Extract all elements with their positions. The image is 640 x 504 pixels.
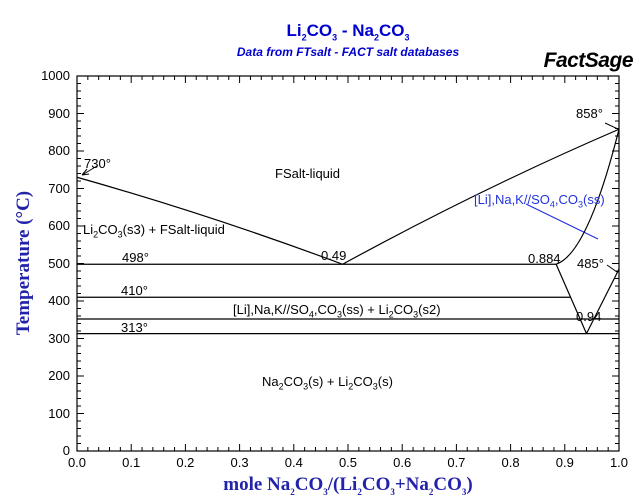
y-tick-label: 300 xyxy=(48,330,70,346)
y-tick-label: 1000 xyxy=(41,68,70,83)
factsage-logo: FactSage xyxy=(543,49,634,72)
x-tick-label: 0.5 xyxy=(338,455,358,470)
label-498: 498° xyxy=(122,250,149,265)
x-tick-label: 0.1 xyxy=(122,455,141,470)
label-0p49: 0.49 xyxy=(321,248,347,263)
label-0p94: 0.94 xyxy=(576,309,602,324)
leader-730-arrow xyxy=(81,165,98,176)
label-485: 485° xyxy=(577,256,604,271)
chart-title: Li2CO3 - Na2CO3 xyxy=(286,21,410,43)
y-tick-label: 400 xyxy=(48,293,70,308)
x-axis-label: mole Na2CO3/(Li2CO3+Na2CO3) xyxy=(223,474,473,497)
label-0p884: 0.884 xyxy=(528,251,561,266)
x-tick-label: 0.9 xyxy=(555,455,574,470)
axis-ticks xyxy=(76,75,620,452)
x-tick-label: 0.2 xyxy=(176,455,195,470)
y-tick-label: 0 xyxy=(62,443,70,458)
region-label-fsalt-liquid: FSalt-liquid xyxy=(275,166,341,181)
x-tick-label: 0.8 xyxy=(501,455,520,470)
region-label-ss-li2co3s2: [Li],Na,K//SO4,CO3(ss) + Li2CO3(s2) xyxy=(233,302,441,320)
x-tick-label: 0.6 xyxy=(393,455,412,470)
y-tick-label: 800 xyxy=(48,143,70,158)
solvus-left-line xyxy=(555,264,588,334)
x-tick-label: 0.4 xyxy=(284,455,303,470)
region-label-ss-blue: [Li],Na,K//SO4,CO3(ss) xyxy=(474,192,605,210)
x-tick-label: 1.0 xyxy=(609,455,629,470)
label-313: 313° xyxy=(121,320,148,335)
x-tick-label: 0.7 xyxy=(447,455,466,470)
region-label-na2co3-li2co3: Na2CO3(s) + Li2CO3(s) xyxy=(262,374,393,392)
y-tick-label: 200 xyxy=(48,368,70,383)
region-label-li2co3s3-fsalt: Li2CO3(s3) + FSalt-liquid xyxy=(83,222,225,240)
y-tick-label: 900 xyxy=(48,105,70,121)
leader-ss-region-blue xyxy=(525,203,599,240)
y-tick-label: 600 xyxy=(48,218,70,233)
solvus-right-line xyxy=(585,268,620,334)
chart-subtitle: Data from FTsalt - FACT salt databases xyxy=(236,45,460,59)
label-858: 858° xyxy=(576,106,603,121)
liquidus-left-line xyxy=(76,176,343,265)
liquidus-right-line xyxy=(342,128,620,265)
y-tick-label: 100 xyxy=(48,405,70,421)
label-730: 730° xyxy=(84,156,111,171)
x-tick-label: 0.0 xyxy=(67,455,87,470)
label-410: 410° xyxy=(121,283,148,298)
y-tick-label: 700 xyxy=(48,180,70,196)
phase-boundary-lines xyxy=(76,128,620,335)
solidus-line xyxy=(555,129,620,265)
x-tick-label: 0.3 xyxy=(230,455,249,470)
y-tick-label: 500 xyxy=(48,255,70,271)
